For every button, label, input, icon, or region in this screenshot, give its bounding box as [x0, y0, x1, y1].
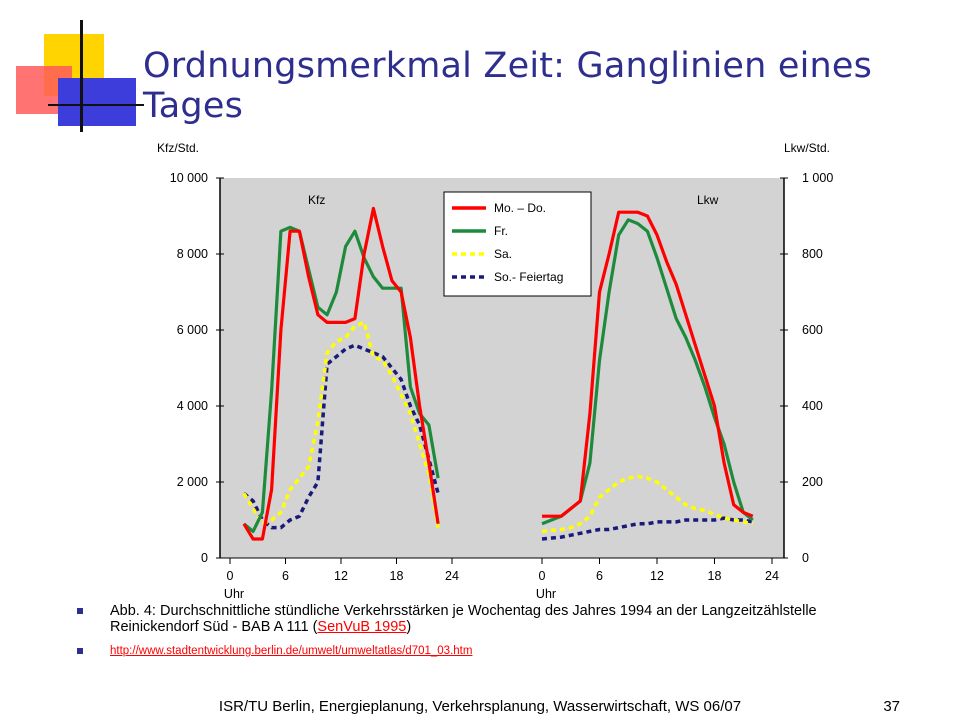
page-number: 37: [883, 698, 900, 715]
series-line-lkw-4: [541, 516, 754, 541]
left-y-tick-label: 10 000: [170, 171, 208, 185]
panel-label: Lkw: [697, 193, 719, 207]
right-y-tick-label: 400: [802, 399, 823, 413]
series-line-kfz-1: [242, 206, 440, 541]
slide-footer: ISR/TU Berlin, Energieplanung, Verkehrsp…: [218, 698, 742, 715]
x-tick-label: 6: [596, 569, 603, 583]
x-tick-label: 6: [282, 569, 289, 583]
x-axis-unit-label: Uhr: [536, 587, 556, 601]
caption-bullet: Abb. 4: Durchschnittliche stündliche Ver…: [72, 603, 872, 635]
series-line-lkw-1: [542, 210, 754, 518]
right-y-tick-label: 1 000: [802, 171, 833, 185]
legend-label: So.- Feiertag: [494, 270, 563, 284]
left-y-axis-title: Kfz/Std.: [157, 141, 199, 155]
legend-label: Mo. – Do.: [494, 201, 546, 215]
right-y-tick-label: 800: [802, 247, 823, 261]
left-y-tick-label: 6 000: [177, 323, 208, 337]
series-line-kfz-3: [242, 320, 440, 528]
x-tick-label: 12: [650, 569, 664, 583]
right-y-tick-label: 200: [802, 475, 823, 489]
x-tick-label: 24: [765, 569, 779, 583]
slide-title: Ordnungsmerkmal Zeit: Ganglinien eines T…: [143, 46, 873, 126]
x-tick-label: 18: [708, 569, 722, 583]
series-line-kfz-2: [242, 225, 440, 533]
source-link[interactable]: SenVuB 1995: [317, 619, 407, 635]
url-link[interactable]: http://www.stadtentwicklung.berlin.de/um…: [110, 645, 473, 657]
left-y-tick-label: 4 000: [177, 399, 208, 413]
x-tick-label: 0: [539, 569, 546, 583]
right-y-axis-title: Lkw/Std.: [784, 141, 830, 155]
panel-label: Kfz: [308, 193, 325, 207]
left-y-tick-label: 8 000: [177, 247, 208, 261]
x-tick-label: 0: [227, 569, 234, 583]
legend-label: Sa.: [494, 247, 512, 261]
bullet-marker: [77, 608, 83, 614]
url-bullet: http://www.stadtentwicklung.berlin.de/um…: [72, 643, 872, 659]
legend-label: Fr.: [494, 224, 508, 238]
series-line-kfz-4: [242, 343, 440, 530]
decor-blue-square: [58, 78, 136, 126]
left-y-tick-label: 0: [201, 551, 208, 565]
x-tick-label: 18: [390, 569, 404, 583]
right-y-tick-label: 0: [802, 551, 809, 565]
caption-close: ): [406, 619, 412, 635]
series-line-lkw-3: [541, 474, 754, 534]
x-tick-label: 12: [334, 569, 348, 583]
bullet-list: Abb. 4: Durchschnittliche stündliche Ver…: [72, 603, 872, 667]
x-axis-unit-label: Uhr: [224, 587, 244, 601]
left-y-tick-label: 2 000: [177, 475, 208, 489]
right-y-tick-label: 600: [802, 323, 823, 337]
caption-text: Abb. 4: Durchschnittliche stündliche Ver…: [110, 603, 817, 635]
bullet-marker: [77, 648, 83, 654]
decor-vertical-line: [80, 20, 83, 132]
decor-horizontal-line: [48, 104, 144, 106]
x-tick-label: 24: [445, 569, 459, 583]
